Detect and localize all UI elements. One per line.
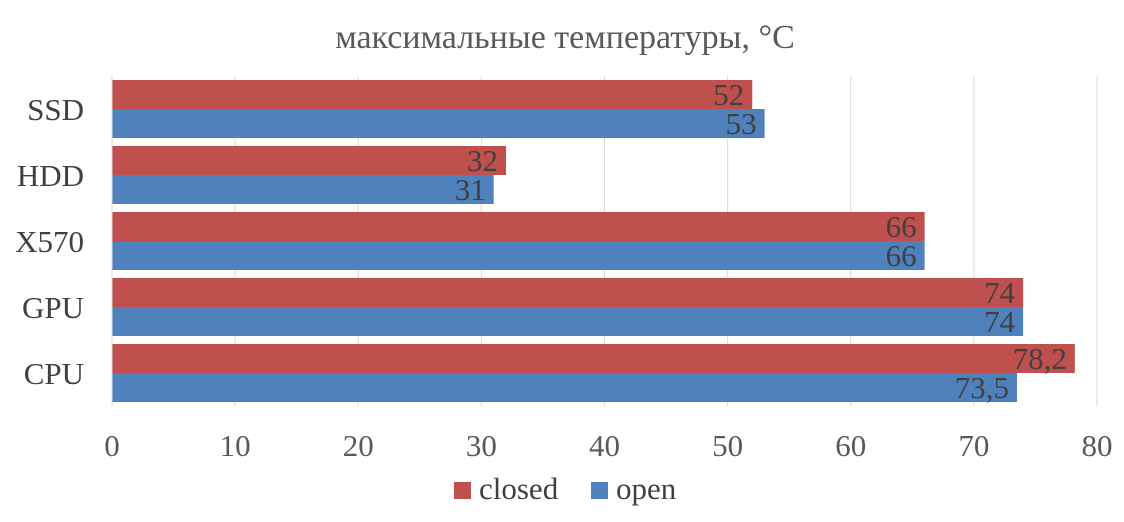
legend-swatch-closed	[454, 482, 471, 499]
axes: 0 10 20 30 40 50 60 70 80 SSD HDD X570 GPU CPU	[15, 76, 1113, 463]
legend-swatch-open	[591, 482, 608, 499]
category-label: X570	[15, 224, 84, 259]
data-label: 53	[726, 106, 757, 141]
data-label: 52	[713, 77, 744, 112]
chart-title: максимальные температуры, °С	[335, 19, 795, 56]
x-tick-label: 40	[589, 428, 620, 463]
x-tick-label: 60	[835, 428, 866, 463]
x-tick-label: 20	[343, 428, 374, 463]
bar-open-x570	[112, 241, 925, 270]
data-label: 32	[467, 143, 498, 178]
bar-closed-gpu	[112, 278, 1024, 307]
x-tick-label: 10	[220, 428, 251, 463]
bar-closed-cpu	[112, 344, 1075, 373]
x-tick-label: 70	[958, 428, 989, 463]
legend-label-open: open	[616, 471, 677, 506]
x-tick-label: 30	[466, 428, 497, 463]
bar-closed-ssd	[112, 80, 753, 109]
x-tick-label: 50	[712, 428, 743, 463]
category-label: CPU	[24, 356, 84, 391]
category-label: HDD	[17, 158, 84, 193]
legend-label-closed: closed	[479, 471, 559, 506]
data-label: 78,2	[1013, 341, 1067, 376]
x-tick-label: 0	[104, 428, 120, 463]
bar-open-cpu	[112, 373, 1017, 402]
bar-closed-hdd	[112, 146, 506, 175]
bars	[112, 80, 1075, 402]
data-label: 66	[886, 238, 917, 273]
data-label: 74	[984, 304, 1016, 339]
bar-open-hdd	[112, 175, 494, 204]
x-tick-label: 80	[1082, 428, 1113, 463]
bar-open-ssd	[112, 109, 765, 138]
legend: closed open	[454, 471, 677, 506]
bar-closed-x570	[112, 212, 925, 241]
data-label: 74	[984, 275, 1016, 310]
bar-open-gpu	[112, 307, 1024, 336]
data-label: 66	[886, 209, 917, 244]
category-label: GPU	[22, 290, 84, 325]
category-label: SSD	[27, 92, 84, 127]
data-label: 73,5	[955, 370, 1009, 405]
data-label: 31	[455, 172, 486, 207]
